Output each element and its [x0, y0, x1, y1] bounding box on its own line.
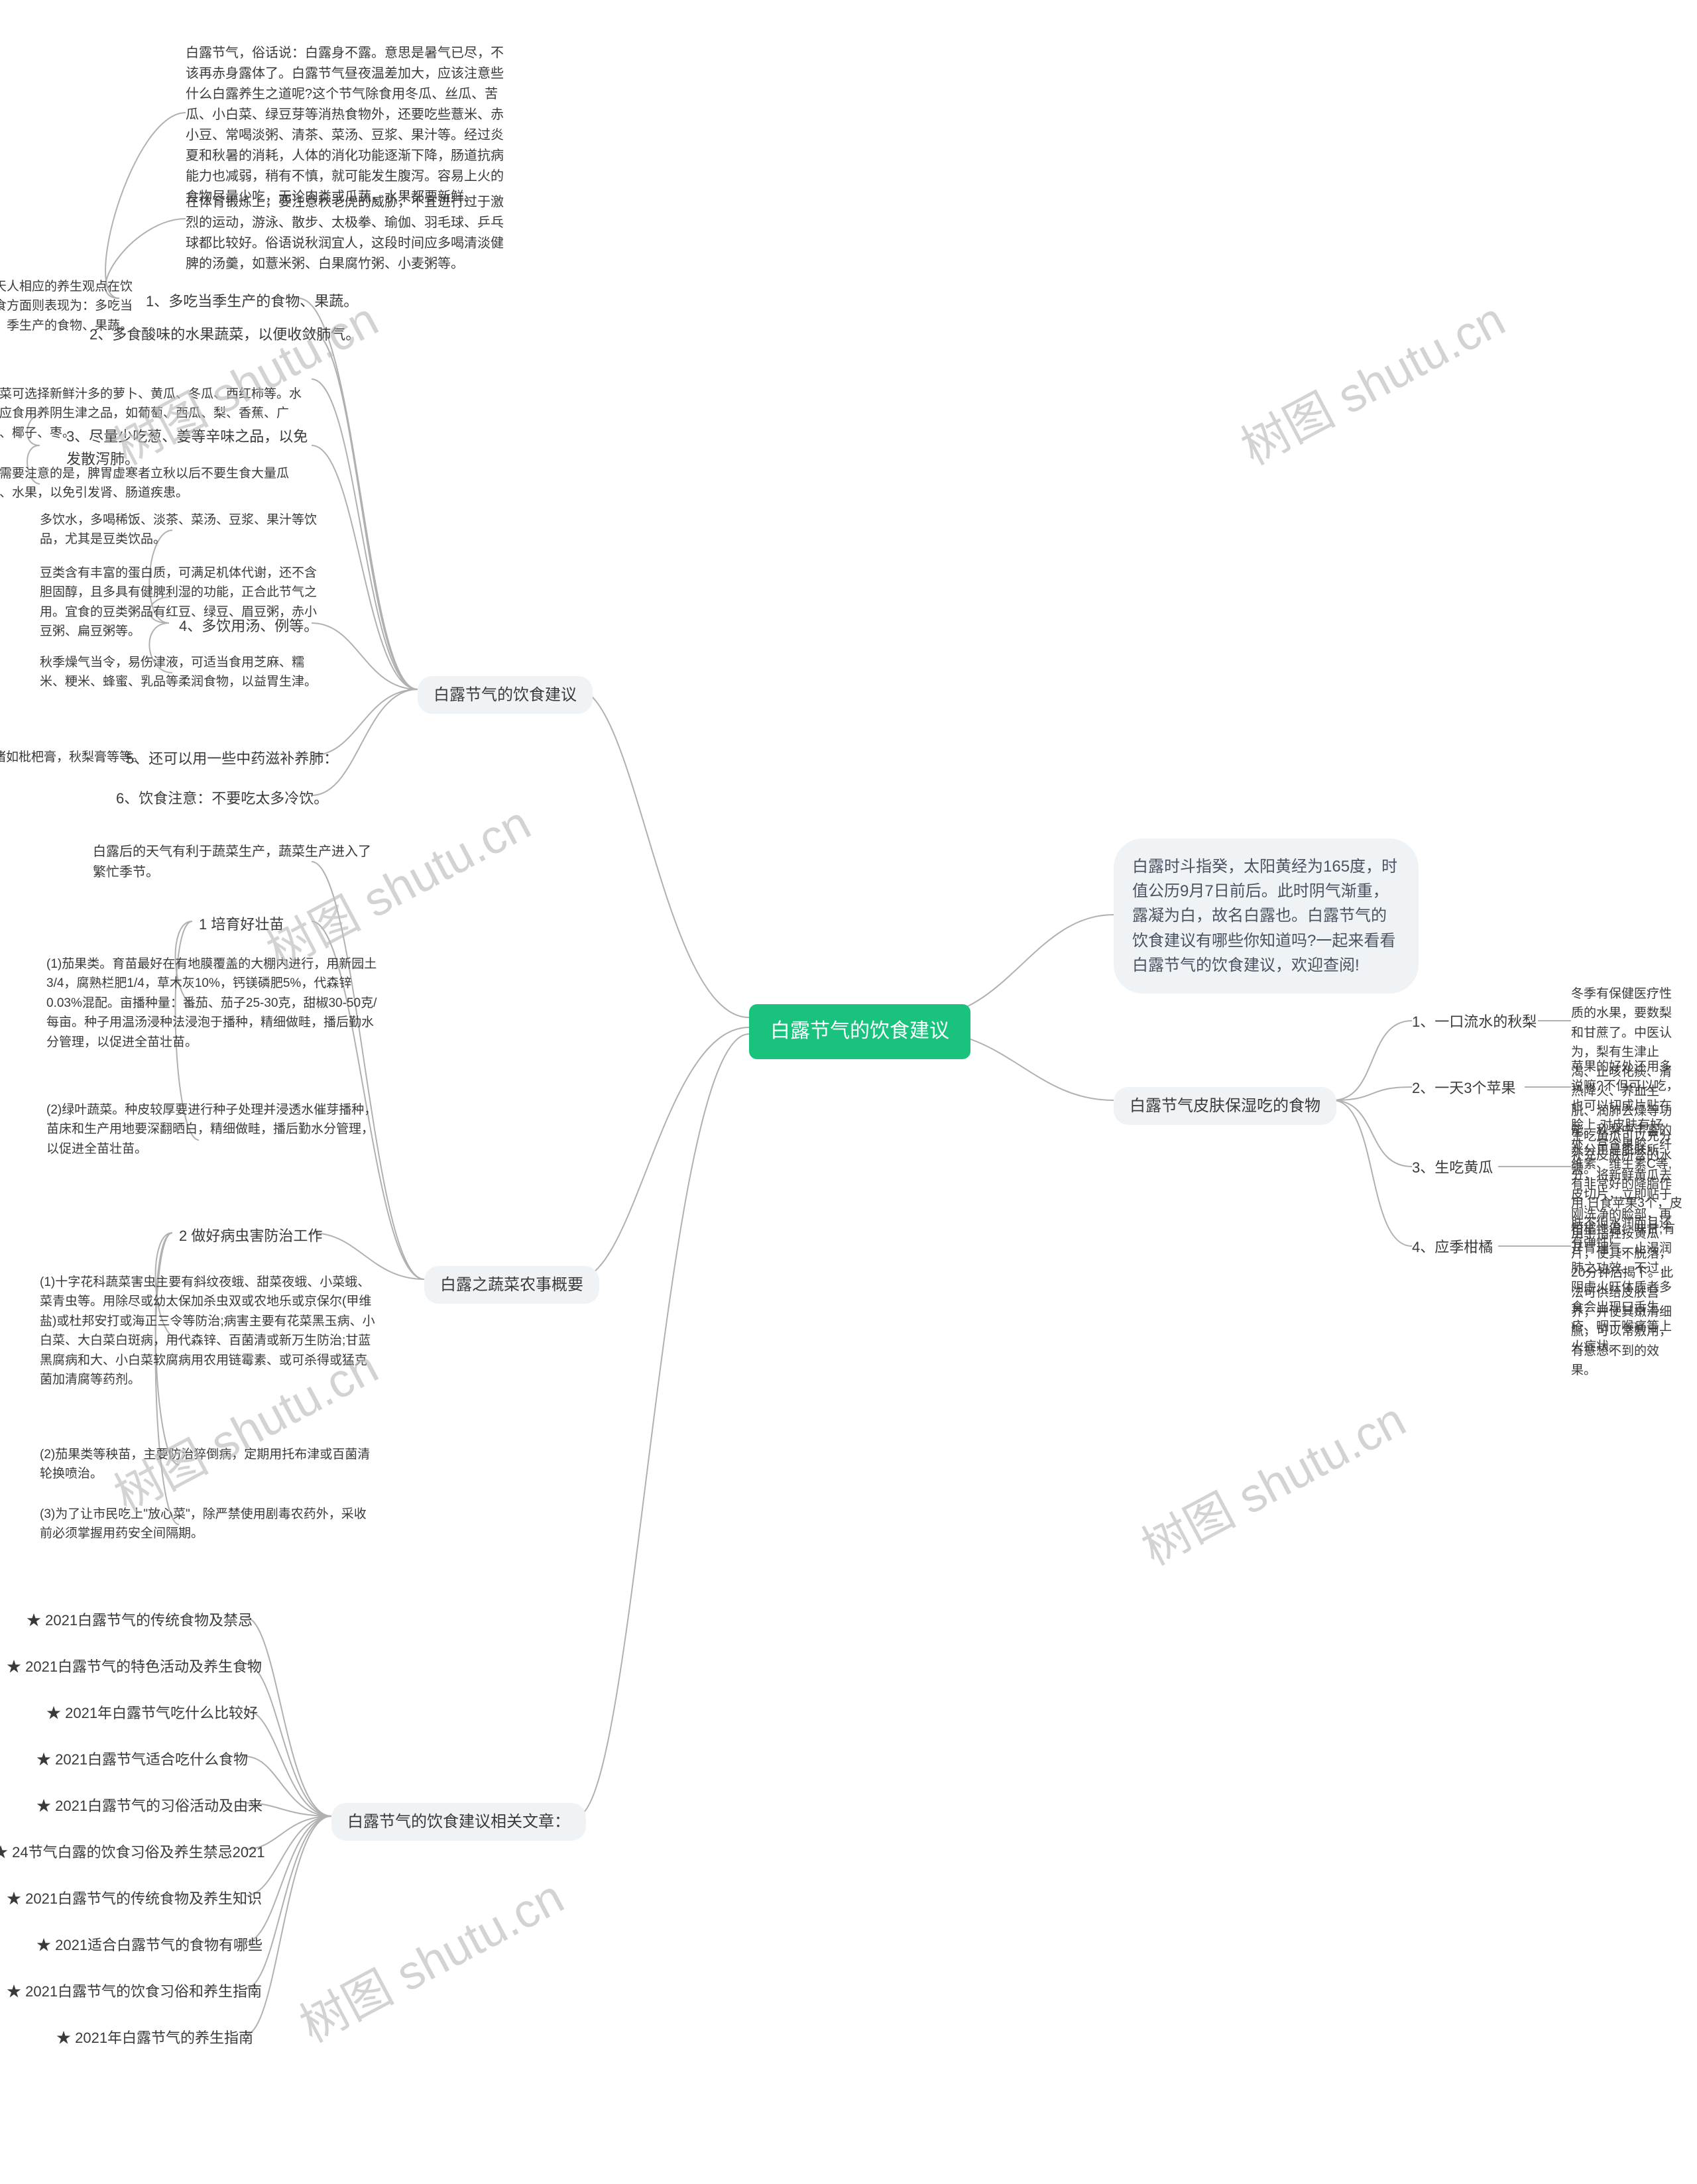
veg-2-sub-a: (1)十字花科蔬菜害虫主要有斜纹夜蛾、甜菜夜蛾、小菜蛾、菜青虫等。用除尽或幼太保…	[40, 1273, 378, 1390]
skin-item-4[interactable]: 4、应季柑橘	[1412, 1236, 1493, 1259]
related-2[interactable]: ★ 2021白露节气的特色活动及养生食物	[7, 1656, 262, 1678]
advice-item-5[interactable]: 5、还可以用一些中药滋补养肺：	[126, 748, 338, 770]
item-no: 4、	[1412, 1239, 1434, 1255]
related-1[interactable]: ★ 2021白露节气的传统食物及禁忌	[27, 1609, 253, 1632]
item-label: 应季柑橘	[1434, 1239, 1493, 1255]
item-label: 饮食注意：不要吃太多冷饮。	[139, 790, 328, 807]
item-no: 1、	[1412, 1013, 1434, 1030]
watermark: 树图 shutu.cn	[253, 785, 540, 982]
item-label: 还可以用一些中药滋补养肺：	[148, 750, 338, 767]
veg-intro: 白露后的天气有利于蔬菜生产，蔬菜生产进入了繁忙季节。	[93, 842, 378, 883]
item-no: 3、	[1412, 1159, 1434, 1176]
branch-related[interactable]: 白露节气的饮食建议相关文章：	[331, 1803, 586, 1841]
advice-item-1[interactable]: 1、多吃当季生产的食物、果蔬。	[146, 290, 358, 313]
watermark: 树图 shutu.cn	[1128, 1381, 1415, 1578]
item-no: 2、	[89, 326, 112, 343]
veg-item-2[interactable]: 2 做好病虫害防治工作	[179, 1225, 322, 1247]
watermark: 树图 shutu.cn	[286, 1859, 573, 2055]
advice-item-4-sub-c: 秋季燥气当令，易伤津液，可适当食用芝麻、糯米、粳米、蜂蜜、乳品等柔润食物，以益胃…	[40, 653, 318, 692]
advice-para-2: 在体育锻炼上，要注意秋老虎的威胁，不宜进行过于激烈的运动，游泳、散步、太极拳、瑜…	[186, 192, 504, 274]
branch-skin[interactable]: 白露节气皮肤保湿吃的食物	[1114, 1087, 1336, 1125]
watermark: 树图 shutu.cn	[1227, 281, 1515, 478]
branch-veg[interactable]: 白露之蔬菜农事概要	[424, 1266, 599, 1304]
advice-item-4-sub-a: 多饮水，多喝稀饭、淡茶、菜汤、豆浆、果汁等饮品，尤其是豆类饮品。	[40, 510, 318, 549]
root-node[interactable]: 白露节气的饮食建议	[749, 1004, 970, 1059]
advice-item-4-sub-b: 豆类含有丰富的蛋白质，可满足机体代谢，还不含胆固醇，且多具有健脾利湿的功能，正合…	[40, 563, 318, 642]
related-10[interactable]: ★ 2021年白露节气的养生指南	[56, 2027, 253, 2049]
related-6[interactable]: ★ 24节气白露的饮食习俗及养生禁忌2021	[0, 1841, 265, 1864]
veg-2-sub-b: (2)茄果类等秧苗，主要防治猝倒病，定期用托布津或百菌清轮换喷治。	[40, 1445, 378, 1484]
intro-bubble: 白露时斗指癸，太阳黄经为165度，时值公历9月7日前后。此时阴气渐重，露凝为白，…	[1114, 838, 1419, 994]
related-8[interactable]: ★ 2021适合白露节气的食物有哪些	[36, 1934, 263, 1957]
related-7[interactable]: ★ 2021白露节气的传统食物及养生知识	[7, 1888, 262, 1910]
skin-item-1[interactable]: 1、一口流水的秋梨	[1412, 1011, 1537, 1033]
skin-item-2[interactable]: 2、一天3个苹果	[1412, 1077, 1516, 1100]
item-label: 一口流水的秋梨	[1434, 1013, 1537, 1030]
related-5[interactable]: ★ 2021白露节气的习俗活动及由来	[36, 1795, 263, 1817]
item-label: 多吃当季生产的食物、果蔬。	[168, 293, 358, 310]
skin-desc-4: 柑橘性温、味甘,有开胃理气、止渴润肺之功效。不过，阴虚火旺体质者多食会出现口舌生…	[1571, 1220, 1684, 1356]
advice-item-5-prefix: 诸如枇杷膏，秋梨膏等等。	[0, 748, 145, 767]
branch-advice[interactable]: 白露节气的饮食建议	[418, 676, 593, 714]
related-4[interactable]: ★ 2021白露节气适合吃什么食物	[36, 1749, 248, 1771]
advice-item-2[interactable]: 2、多食酸味的水果蔬菜，以便收敛肺气。	[89, 323, 360, 346]
veg-1-sub-a: (1)茄果类。育苗最好在有地膜覆盖的大棚内进行，用新园土3/4，腐熟栏肥1/4，…	[46, 954, 378, 1052]
advice-item-3-note-b: 但需要注意的是，脾胃虚寒者立秋以后不要生食大量瓜类、水果，以免引发肾、肠道疾患。	[0, 464, 305, 503]
veg-item-1[interactable]: 1 培育好壮苗	[199, 913, 284, 936]
item-no: 1、	[146, 293, 168, 310]
skin-item-3[interactable]: 3、生吃黄瓜	[1412, 1157, 1493, 1179]
item-label: 生吃黄瓜	[1434, 1159, 1493, 1176]
item-label: 一天3个苹果	[1434, 1080, 1515, 1096]
advice-item-6[interactable]: 6、饮食注意：不要吃太多冷饮。	[116, 787, 328, 810]
item-no: 6、	[116, 790, 139, 807]
item-no: 2、	[1412, 1080, 1434, 1096]
advice-item-3-note-a: 蔬菜可选择新鲜汁多的萝卜、黄瓜、冬瓜、西红柿等。水果应食用养阴生津之品，如葡萄、…	[0, 384, 305, 443]
related-3[interactable]: ★ 2021年白露节气吃什么比较好	[46, 1702, 258, 1725]
veg-2-sub-c: (3)为了让市民吃上"放心菜"，除严禁使用剧毒农药外，采收前必须掌握用药安全间隔…	[40, 1505, 378, 1544]
related-9[interactable]: ★ 2021白露节气的饮食习俗和养生指南	[7, 1981, 262, 2003]
veg-1-sub-b: (2)绿叶蔬菜。种皮较厚要进行种子处理并浸透水催芽播种，苗床和生产用地要深翻晒白…	[46, 1100, 378, 1159]
advice-para-1: 白露节气，俗话说：白露身不露。意思是暑气已尽，不该再赤身露体了。白露节气昼夜温差…	[186, 43, 504, 207]
item-label: 多食酸味的水果蔬菜，以便收敛肺气。	[112, 326, 360, 343]
